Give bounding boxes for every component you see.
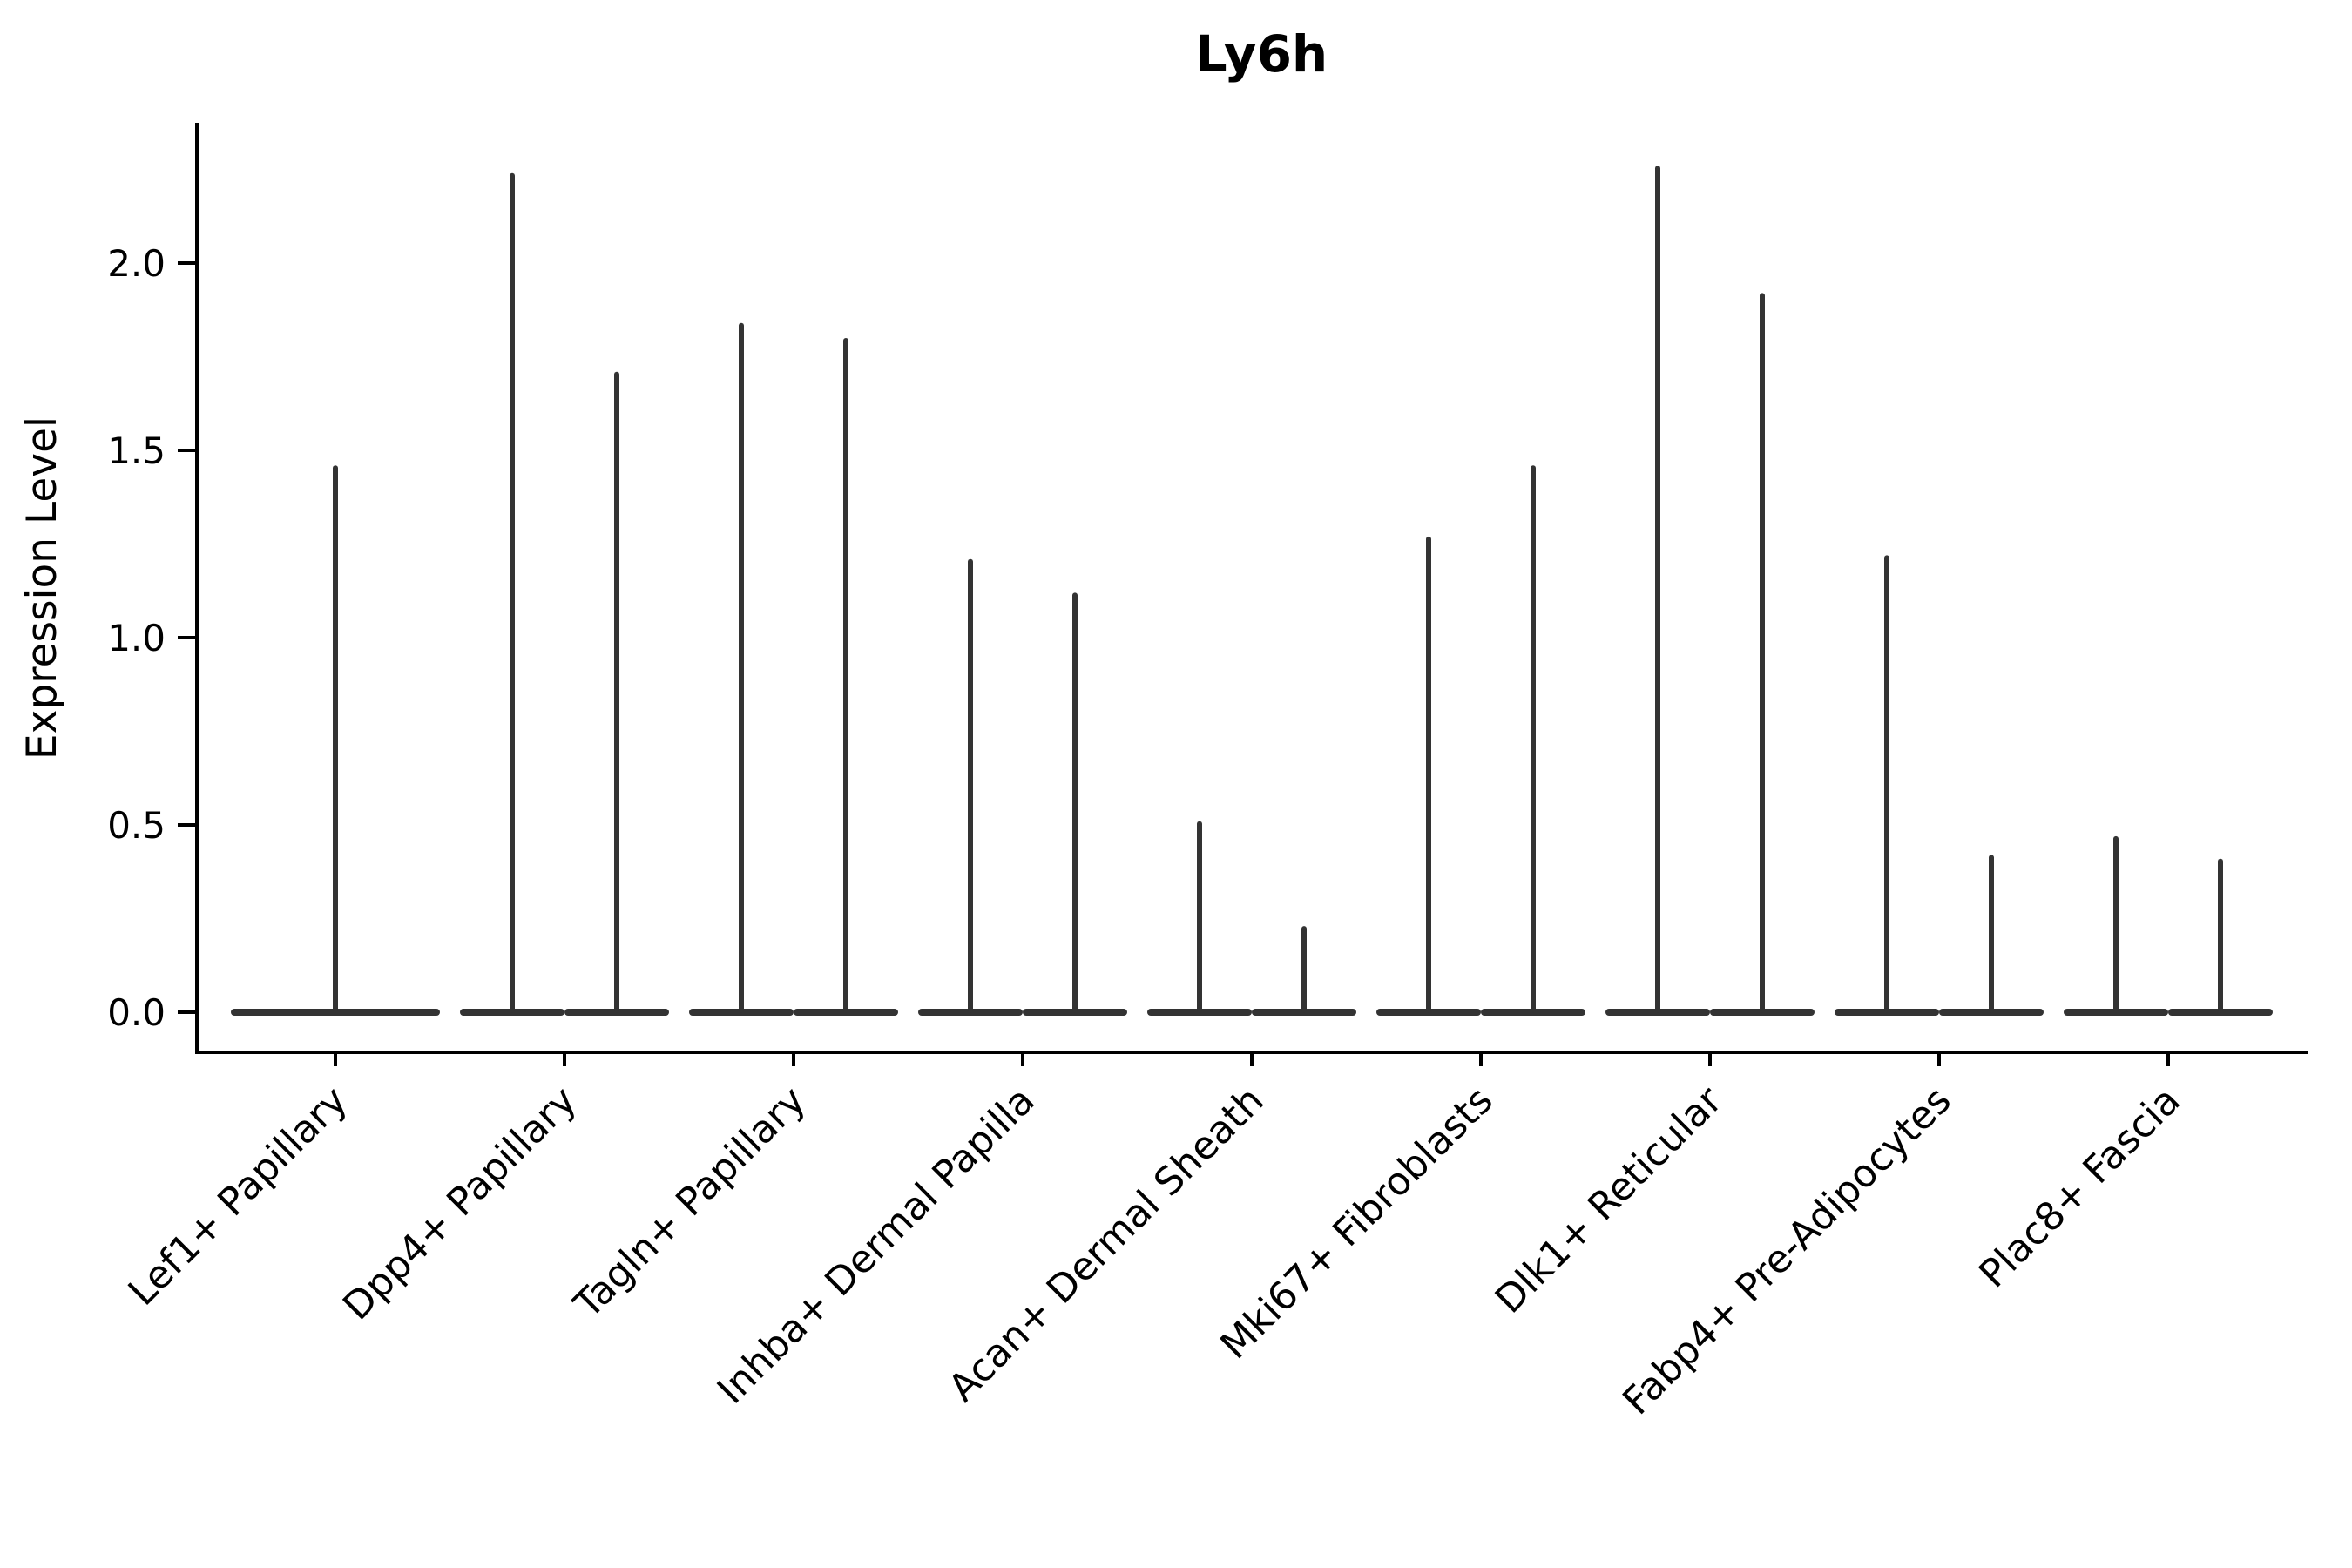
y-axis-label: Expression Level xyxy=(18,416,66,760)
y-tick-label: 0.0 xyxy=(107,991,166,1034)
x-category-label: Dlk1+ Reticular xyxy=(1487,1078,1732,1322)
violin-group-2 xyxy=(460,172,669,1016)
y-tick-label: 2.0 xyxy=(107,242,166,285)
violins xyxy=(231,166,2273,1016)
x-category-label: Dpp4+ Papillary xyxy=(335,1078,585,1329)
y-tick-label: 0.5 xyxy=(107,804,166,847)
x-category-label: Plac8+ Fascia xyxy=(1970,1078,2189,1297)
chart-title: Ly6h xyxy=(1195,24,1328,84)
violin-group-9 xyxy=(2064,835,2273,1016)
y-tick-label: 1.5 xyxy=(107,429,166,472)
violin-group-5 xyxy=(1147,821,1356,1016)
violin-group-6 xyxy=(1376,465,1585,1016)
violin-group-8 xyxy=(1835,555,2044,1016)
violin-group-3 xyxy=(689,322,898,1016)
violin-group-4 xyxy=(918,558,1127,1016)
violin-group-7 xyxy=(1605,166,1815,1016)
y-tick-label: 1.0 xyxy=(107,617,166,659)
x-category-label: Tagln+ Papillary xyxy=(565,1078,814,1328)
violin-group-1 xyxy=(231,465,440,1016)
y-axis-ticks: 0.0 0.5 1.0 1.5 2.0 xyxy=(107,242,197,1034)
x-category-label: Lef1+ Papillary xyxy=(120,1078,356,1315)
